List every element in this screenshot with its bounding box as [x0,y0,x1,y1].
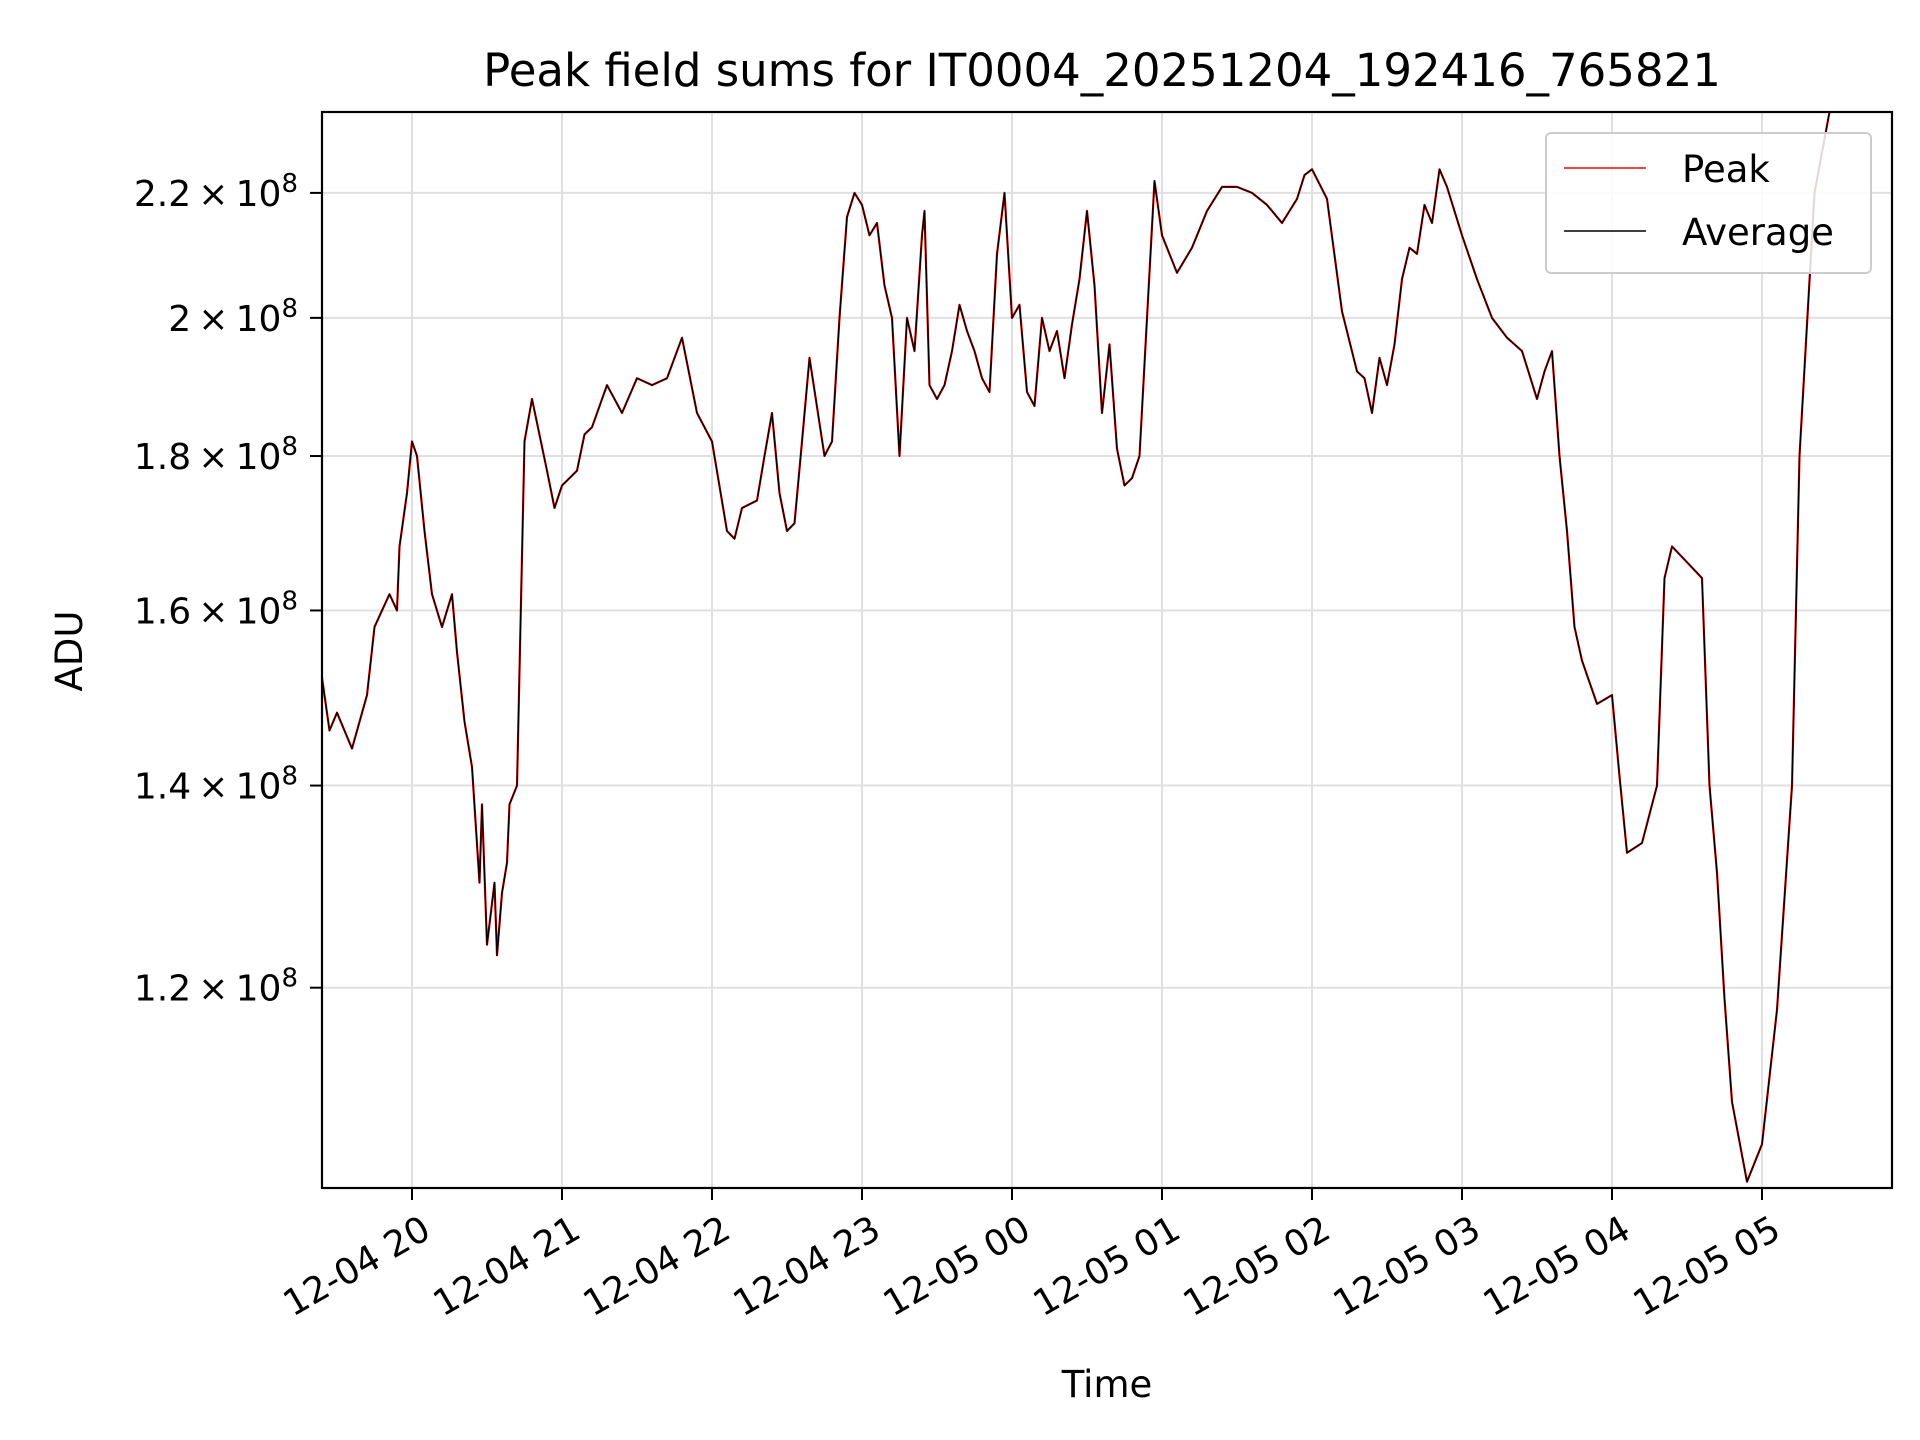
y-tick-label: 1.2 × 108 [134,964,298,1010]
grid [322,112,1892,1188]
y-tick-label: 1.8 × 108 [134,432,298,478]
y-axis: 1.2 × 108 1.4 × 108 1.6 × 108 1.8 × 108 2 × … [134,169,322,1010]
y-tick-label: 1.6 × 108 [134,586,298,632]
legend-label-peak: Peak [1682,148,1770,191]
y-tick-label: 2 × 108 [168,294,298,340]
chart-title: Peak field sums for IT0004_20251204_1924… [483,44,1721,97]
y-tick-label: 2.2 × 108 [134,169,298,215]
plot-area [322,112,1831,1183]
y-axis-label: ADU [48,611,91,692]
legend-label-average: Average [1682,211,1834,254]
plot-frame [320,110,1894,1190]
legend: Peak Average [1545,132,1872,274]
y-tick-label: 1.4 × 108 [134,762,298,808]
series-line-average [322,112,1831,1183]
x-axis-label: Time [1061,1363,1153,1406]
